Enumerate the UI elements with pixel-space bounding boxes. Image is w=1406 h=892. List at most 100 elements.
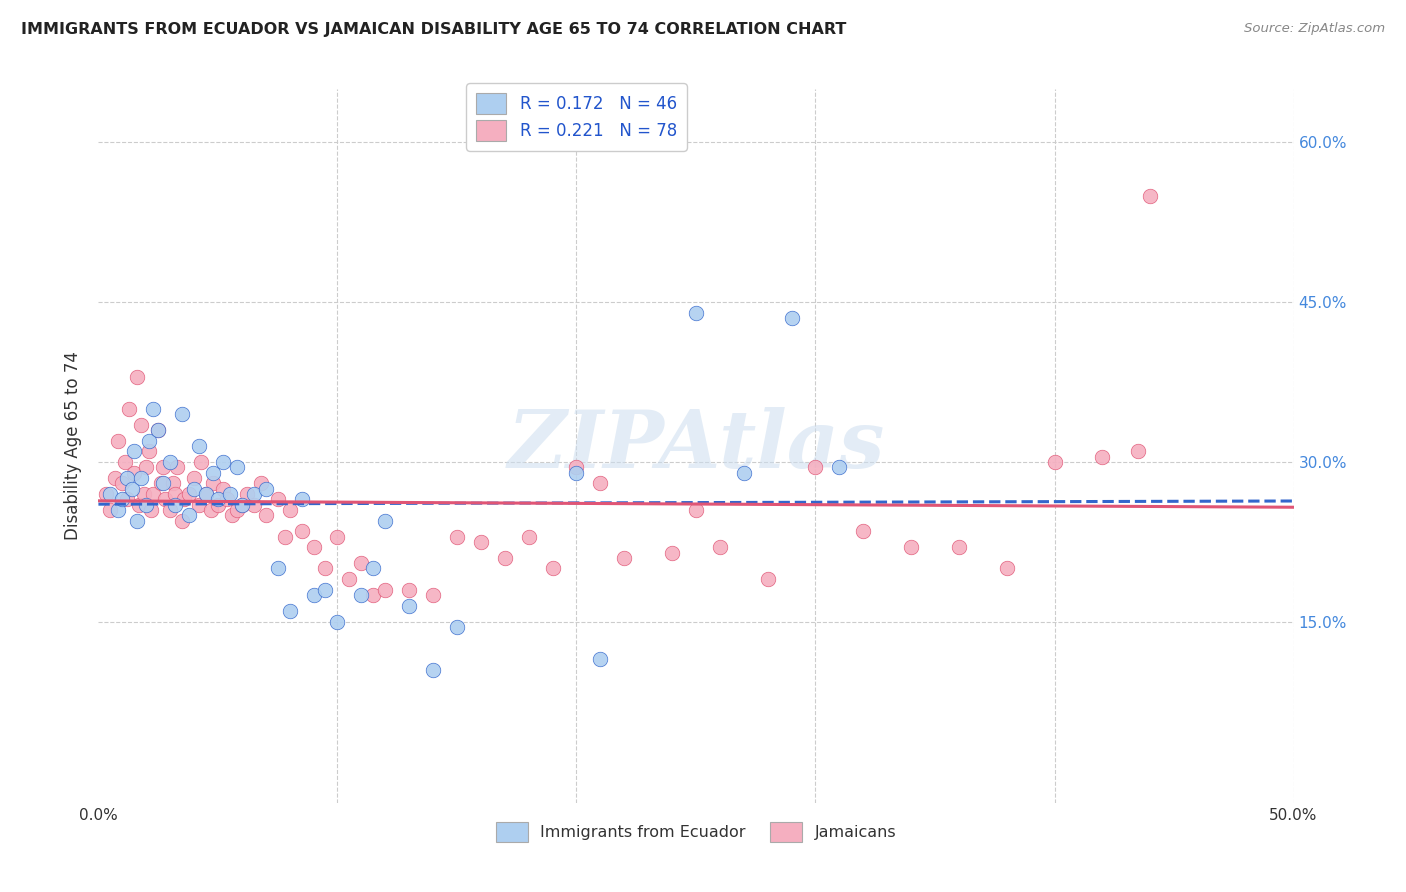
Y-axis label: Disability Age 65 to 74: Disability Age 65 to 74 bbox=[65, 351, 83, 541]
Point bbox=[111, 492, 134, 507]
Point bbox=[541, 561, 564, 575]
Point bbox=[900, 540, 922, 554]
Point bbox=[254, 482, 277, 496]
Point bbox=[733, 466, 755, 480]
Point bbox=[125, 369, 148, 384]
Point bbox=[142, 401, 165, 416]
Point bbox=[115, 492, 138, 507]
Point bbox=[374, 582, 396, 597]
Point bbox=[685, 306, 707, 320]
Point bbox=[124, 466, 146, 480]
Point bbox=[470, 534, 492, 549]
Point bbox=[163, 487, 186, 501]
Point bbox=[315, 561, 337, 575]
Point bbox=[226, 460, 249, 475]
Point bbox=[350, 588, 373, 602]
Point bbox=[149, 476, 172, 491]
Point bbox=[195, 487, 218, 501]
Point bbox=[235, 487, 257, 501]
Point bbox=[291, 524, 314, 539]
Point bbox=[267, 492, 290, 507]
Point bbox=[155, 492, 177, 507]
Point bbox=[350, 556, 373, 570]
Point bbox=[107, 434, 129, 448]
Point bbox=[94, 487, 117, 501]
Point bbox=[948, 540, 970, 554]
Point bbox=[142, 487, 165, 501]
Point bbox=[131, 417, 153, 432]
Point bbox=[172, 407, 194, 421]
Point bbox=[291, 492, 314, 507]
Legend: Immigrants from Ecuador, Jamaicans: Immigrants from Ecuador, Jamaicans bbox=[489, 816, 903, 848]
Point bbox=[135, 498, 157, 512]
Point bbox=[111, 476, 134, 491]
Point bbox=[661, 545, 683, 559]
Point bbox=[166, 460, 188, 475]
Point bbox=[339, 572, 361, 586]
Point bbox=[107, 503, 129, 517]
Point bbox=[302, 588, 325, 602]
Point bbox=[226, 503, 249, 517]
Point bbox=[207, 498, 229, 512]
Point bbox=[363, 588, 385, 602]
Point bbox=[162, 476, 184, 491]
Point bbox=[326, 529, 349, 543]
Point bbox=[589, 476, 612, 491]
Point bbox=[152, 476, 174, 491]
Point bbox=[565, 466, 588, 480]
Point bbox=[132, 487, 155, 501]
Point bbox=[517, 529, 540, 543]
Point bbox=[98, 487, 122, 501]
Point bbox=[828, 460, 851, 475]
Text: IMMIGRANTS FROM ECUADOR VS JAMAICAN DISABILITY AGE 65 TO 74 CORRELATION CHART: IMMIGRANTS FROM ECUADOR VS JAMAICAN DISA… bbox=[21, 22, 846, 37]
Point bbox=[159, 455, 181, 469]
Point bbox=[207, 492, 229, 507]
Point bbox=[148, 423, 170, 437]
Point bbox=[163, 498, 186, 512]
Point bbox=[804, 460, 827, 475]
Point bbox=[202, 476, 225, 491]
Point bbox=[173, 492, 195, 507]
Point bbox=[274, 529, 297, 543]
Point bbox=[128, 498, 150, 512]
Point bbox=[159, 503, 181, 517]
Point bbox=[565, 460, 588, 475]
Point bbox=[326, 615, 349, 629]
Point bbox=[148, 423, 170, 437]
Point bbox=[190, 455, 212, 469]
Point bbox=[202, 466, 225, 480]
Point bbox=[187, 439, 209, 453]
Point bbox=[217, 492, 239, 507]
Point bbox=[315, 582, 337, 597]
Point bbox=[1139, 188, 1161, 202]
Point bbox=[231, 498, 253, 512]
Point bbox=[179, 508, 201, 523]
Point bbox=[187, 498, 209, 512]
Text: ZIPAtlas: ZIPAtlas bbox=[508, 408, 884, 484]
Point bbox=[363, 561, 385, 575]
Point bbox=[179, 487, 201, 501]
Point bbox=[183, 471, 205, 485]
Point bbox=[231, 498, 253, 512]
Point bbox=[250, 476, 273, 491]
Point bbox=[756, 572, 779, 586]
Point bbox=[118, 401, 141, 416]
Point bbox=[1043, 455, 1066, 469]
Point bbox=[219, 487, 242, 501]
Point bbox=[995, 561, 1018, 575]
Point bbox=[183, 482, 205, 496]
Point bbox=[254, 508, 277, 523]
Point bbox=[131, 471, 153, 485]
Point bbox=[685, 503, 707, 517]
Point bbox=[195, 487, 218, 501]
Point bbox=[422, 588, 444, 602]
Point bbox=[780, 311, 803, 326]
Point bbox=[125, 514, 148, 528]
Point bbox=[211, 482, 233, 496]
Point bbox=[302, 540, 325, 554]
Text: Source: ZipAtlas.com: Source: ZipAtlas.com bbox=[1244, 22, 1385, 36]
Point bbox=[494, 550, 516, 565]
Point bbox=[135, 460, 157, 475]
Point bbox=[446, 620, 468, 634]
Point bbox=[278, 604, 301, 618]
